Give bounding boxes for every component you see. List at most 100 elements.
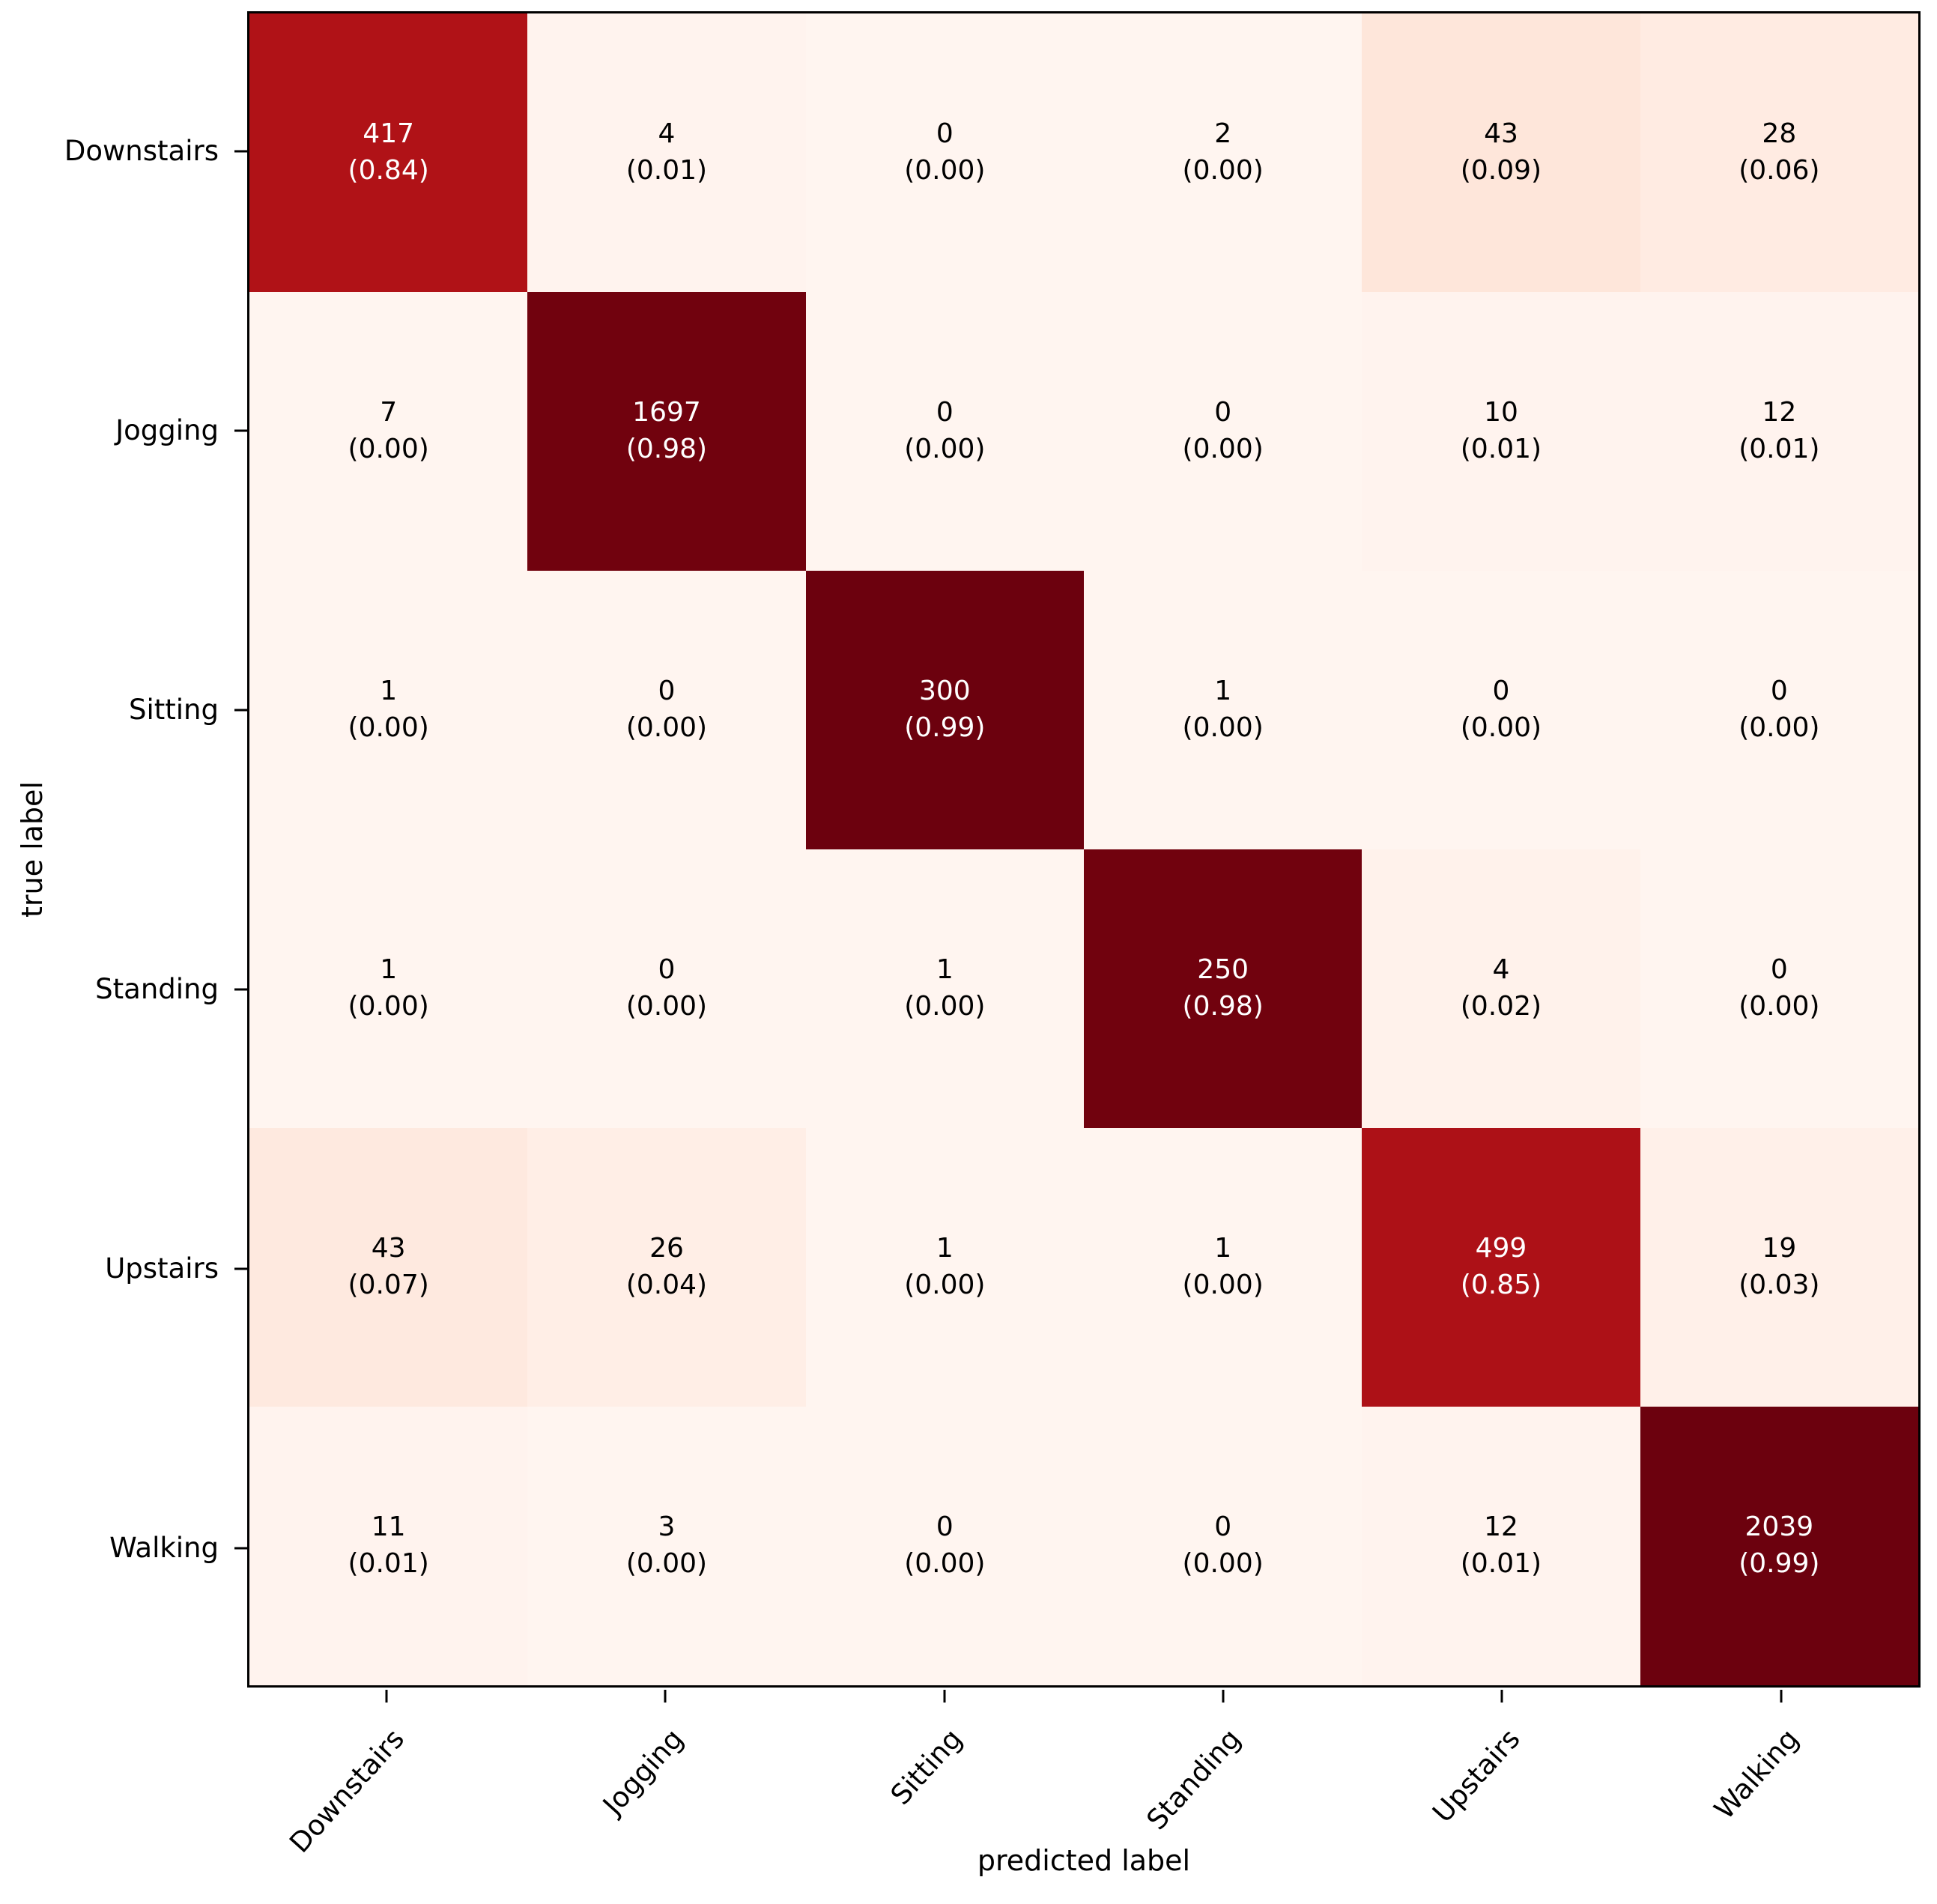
y-tick-row: Walking [0,1408,247,1688]
cell-proportion: (0.85) [1460,1270,1542,1300]
cell-count: 43 [371,1233,406,1264]
cell-count: 499 [1475,1233,1527,1264]
matrix-cell-standing-walking: 0 (0.00) [1640,849,1918,1128]
cell-proportion: (0.01) [1460,1548,1542,1579]
matrix-cell-jogging-jogging: 1697 (0.98) [527,292,806,571]
heatmap-axes: 417 (0.84) 4 (0.01) 0 (0.00) 2 (0.00) 43 (0.09) 28… [247,11,1921,1688]
cell-count: 250 [1197,954,1249,986]
y-tick-row: Downstairs [0,11,247,291]
y-tick-label: Sitting [129,694,219,726]
y-tick-row: Sitting [0,570,247,849]
matrix-cell-downstairs-sitting: 0 (0.00) [805,13,1084,292]
matrix-cell-sitting-walking: 0 (0.00) [1640,571,1918,849]
matrix-cell-jogging-standing: 0 (0.00) [1084,292,1362,571]
cell-count: 19 [1762,1233,1797,1264]
cell-proportion: (0.84) [348,155,429,186]
cell-proportion: (0.04) [625,1270,708,1300]
matrix-cell-downstairs-upstairs: 43 (0.09) [1362,13,1640,292]
cell-count: 0 [936,397,954,428]
cell-count: 12 [1762,397,1797,428]
cell-proportion: (0.00) [625,991,708,1022]
y-tick-row: Standing [0,849,247,1129]
cell-count: 0 [658,676,676,707]
x-tick-cell: Jogging [526,1690,804,1862]
x-tick-mark [1222,1690,1225,1703]
matrix-cell-sitting-jogging: 0 (0.00) [527,571,806,849]
matrix-cell-jogging-walking: 12 (0.01) [1640,292,1918,571]
cell-proportion: (0.00) [1460,712,1542,743]
cell-proportion: (0.00) [904,1270,986,1300]
cell-proportion: (0.00) [904,1548,986,1579]
cell-proportion: (0.01) [348,1548,429,1579]
cell-proportion: (0.00) [1182,1548,1264,1579]
matrix-cell-walking-upstairs: 12 (0.01) [1362,1407,1640,1685]
cell-count: 7 [380,397,398,428]
matrix-cell-downstairs-jogging: 4 (0.01) [527,13,806,292]
cell-proportion: (0.00) [904,155,986,186]
cell-count: 0 [1770,676,1788,707]
cell-count: 1697 [632,397,701,428]
y-tick-mark [234,150,247,152]
cell-count: 1 [936,1233,954,1264]
cell-proportion: (0.00) [1182,155,1264,186]
x-tick-label: Downstairs [283,1723,411,1859]
y-tick-labels: Downstairs Jogging Sitting Standing Upstairs… [0,11,247,1688]
cell-proportion: (0.00) [348,712,429,743]
matrix-cell-downstairs-walking: 28 (0.06) [1640,13,1918,292]
cell-proportion: (0.07) [348,1270,429,1300]
cell-proportion: (0.00) [1182,434,1264,464]
x-tick-mark [385,1690,388,1703]
cell-count: 1 [380,954,398,986]
x-tick-label: Walking [1708,1723,1805,1826]
x-tick-label: Jogging [596,1723,690,1822]
matrix-cell-downstairs-downstairs: 417 (0.84) [249,13,528,292]
matrix-cell-walking-standing: 0 (0.00) [1084,1407,1362,1685]
cell-count: 0 [1492,676,1510,707]
y-tick-label: Standing [95,973,219,1005]
cell-proportion: (0.00) [1182,712,1264,743]
x-tick-label: Standing [1140,1723,1248,1837]
matrix-cell-downstairs-standing: 2 (0.00) [1084,13,1362,292]
matrix-cell-upstairs-sitting: 1 (0.00) [805,1128,1084,1407]
y-tick-label: Upstairs [105,1252,219,1285]
cell-proportion: (0.09) [1460,155,1542,186]
matrix-cell-upstairs-jogging: 26 (0.04) [527,1128,806,1407]
cell-count: 1 [936,954,954,986]
cell-proportion: (0.99) [904,712,986,743]
cell-proportion: (0.00) [904,991,986,1022]
y-tick-mark [234,988,247,990]
cell-proportion: (0.00) [904,434,986,464]
cell-count: 1 [1214,676,1232,707]
cell-count: 4 [658,118,676,150]
cell-proportion: (0.01) [1739,434,1820,464]
matrix-cell-standing-downstairs: 1 (0.00) [249,849,528,1128]
cell-count: 1 [380,676,398,707]
y-tick-label: Walking [109,1532,219,1564]
matrix-cell-upstairs-standing: 1 (0.00) [1084,1128,1362,1407]
matrix-cell-walking-downstairs: 11 (0.01) [249,1407,528,1685]
matrix-cell-standing-sitting: 1 (0.00) [805,849,1084,1128]
x-tick-mark [943,1690,946,1703]
matrix-cell-walking-jogging: 3 (0.00) [527,1407,806,1685]
cell-count: 0 [936,1512,954,1543]
cell-proportion: (0.00) [348,434,429,464]
cell-count: 1 [1214,1233,1232,1264]
matrix-cell-standing-upstairs: 4 (0.02) [1362,849,1640,1128]
y-tick-row: Jogging [0,291,247,570]
cell-count: 0 [1214,397,1232,428]
cell-count: 3 [658,1512,676,1543]
matrix-cell-sitting-downstairs: 1 (0.00) [249,571,528,849]
x-tick-mark [664,1690,667,1703]
y-tick-label: Jogging [115,414,219,446]
cell-count: 28 [1762,118,1797,150]
y-tick-row: Upstairs [0,1129,247,1408]
x-axis-title: predicted label [977,1844,1191,1877]
y-tick-label: Downstairs [64,135,219,167]
cell-count: 0 [658,954,676,986]
y-tick-mark [234,1267,247,1270]
cell-count: 0 [1214,1512,1232,1543]
x-tick-cell: Standing [1084,1690,1362,1862]
matrix-cell-sitting-sitting: 300 (0.99) [805,571,1084,849]
x-tick-labels: Downstairs Jogging Sitting Standing Upstairs… [247,1690,1921,1862]
matrix-cell-upstairs-walking: 19 (0.03) [1640,1128,1918,1407]
